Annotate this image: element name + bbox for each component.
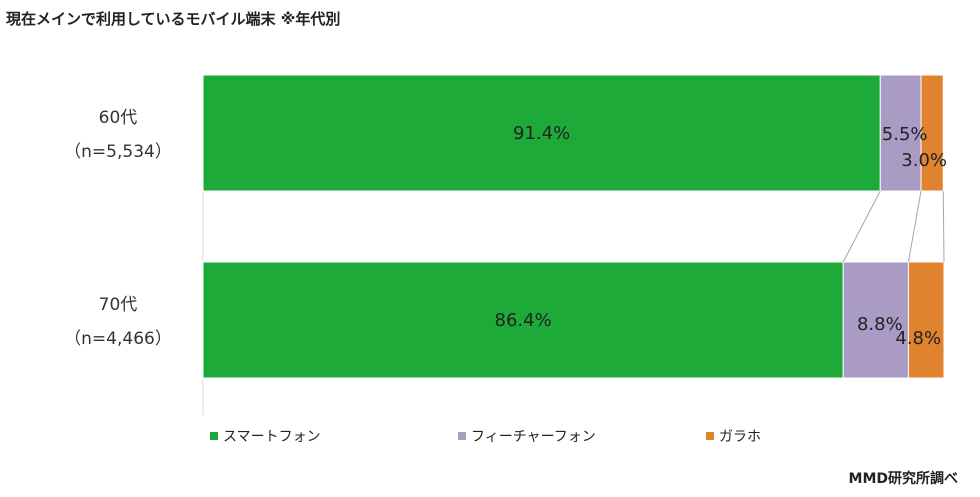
legend-swatch xyxy=(458,432,466,440)
legend-label: フィーチャーフォン xyxy=(471,429,596,445)
data-label: 8.8% xyxy=(857,314,903,335)
bar-segment-1-2 xyxy=(879,74,922,192)
bar-segment-1-1 xyxy=(202,74,881,192)
legend-swatch xyxy=(210,432,218,440)
legend-label: スマートフォン xyxy=(223,429,321,445)
series-connector-line xyxy=(942,190,945,263)
series-connector-line xyxy=(907,190,922,263)
data-label: 91.4% xyxy=(513,123,570,144)
legend-label: ガラホ xyxy=(719,429,761,445)
legend-swatch xyxy=(706,432,714,440)
data-label: 3.0% xyxy=(901,150,947,171)
bar-segment-2-1 xyxy=(202,261,844,379)
series-connector-line xyxy=(842,190,881,263)
bar-segment-2-3 xyxy=(907,261,945,379)
source-credit: MMD研究所調べ xyxy=(848,471,958,487)
bar-segment-1-3 xyxy=(920,74,944,192)
data-label: 5.5% xyxy=(882,124,928,145)
bar-segment-2-2 xyxy=(842,261,909,379)
category-n-label: （n=5,534） xyxy=(64,142,172,162)
category-label: 70代 xyxy=(99,295,138,315)
chart-title: 現在メインで利用しているモバイル端末 ※年代別 xyxy=(6,10,341,28)
category-label: 60代 xyxy=(99,108,138,128)
data-label: 4.8% xyxy=(895,328,941,349)
category-n-label: （n=4,466） xyxy=(64,329,172,349)
data-label: 86.4% xyxy=(495,310,552,331)
